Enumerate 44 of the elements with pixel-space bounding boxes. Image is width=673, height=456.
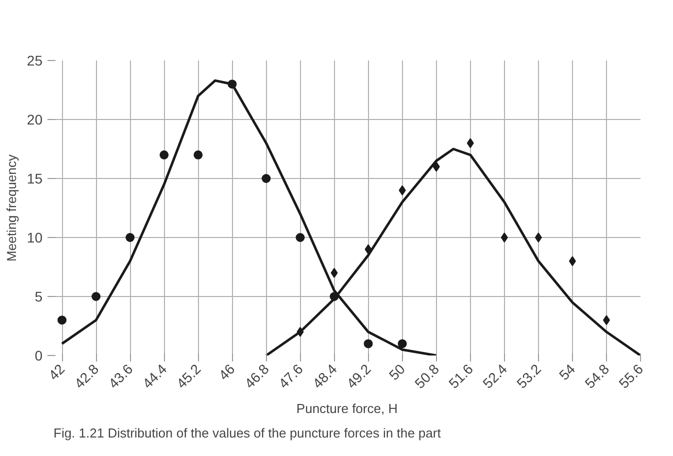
x-tick-label: 45.2 xyxy=(173,360,204,392)
point xyxy=(432,162,440,172)
x-tick-label: 47.6 xyxy=(275,360,306,392)
point xyxy=(364,339,373,348)
x-tick-label: 55.6 xyxy=(616,360,646,392)
x-tick-label: 48.4 xyxy=(309,360,340,392)
x-tick-label: 50 xyxy=(386,360,408,384)
x-tick-label: 53.2 xyxy=(513,360,544,392)
point xyxy=(126,233,135,242)
x-tick-label: 50.8 xyxy=(411,360,442,392)
x-tick-label: 51.6 xyxy=(445,360,476,392)
point xyxy=(568,256,576,266)
x-axis-title: Puncture force, H xyxy=(296,400,398,416)
caption: Fig. 1.21 Distribution of the values of the puncture forces in the part xyxy=(54,426,442,440)
y-tick-label: 25 xyxy=(26,52,43,68)
x-tick-label: 42.8 xyxy=(71,360,102,392)
point xyxy=(398,185,406,196)
y-tick-label: 5 xyxy=(34,288,43,304)
x-tick-label: 42 xyxy=(45,360,68,384)
x-tick-label: 46 xyxy=(215,360,238,384)
point xyxy=(160,150,169,160)
y-tick-label: 0 xyxy=(34,348,43,364)
x-tick-label: 44.4 xyxy=(139,360,170,392)
x-tick-label: 46.8 xyxy=(241,360,272,392)
point xyxy=(92,292,101,301)
y-tick-label: 10 xyxy=(26,230,43,246)
point xyxy=(262,174,271,183)
point xyxy=(194,150,203,160)
point xyxy=(398,339,407,348)
y-tick-label: 15 xyxy=(26,170,43,186)
x-tick-label: 52.4 xyxy=(479,360,510,392)
x-tick-label: 54 xyxy=(556,360,578,384)
point xyxy=(534,232,542,242)
x-tick-label: 43.6 xyxy=(105,360,136,392)
point xyxy=(58,316,67,325)
y-tick-label: 20 xyxy=(26,112,43,128)
point xyxy=(500,232,508,242)
x-tick-label: 54.8 xyxy=(582,360,612,392)
point xyxy=(296,233,305,242)
point xyxy=(330,268,338,278)
point xyxy=(466,138,474,148)
point xyxy=(602,315,610,326)
x-tick-label: 49.2 xyxy=(343,360,374,392)
y-axis-title: Meeting frequency xyxy=(4,154,19,262)
